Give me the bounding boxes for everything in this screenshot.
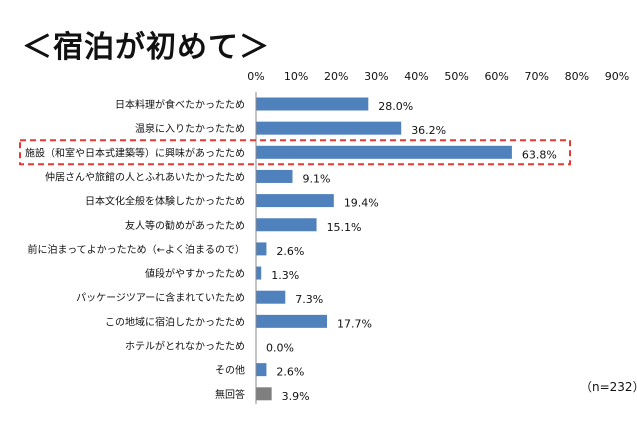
category-label: 値段がやすかったため [145,267,245,280]
bar [256,387,272,401]
bar [256,121,402,135]
x-tick-label: 20% [324,70,348,83]
bar-series [256,97,512,401]
data-label: 3.9% [282,390,310,403]
bar [256,314,327,328]
x-tick-label: 50% [444,70,468,83]
bar [256,290,286,304]
data-label: 17.7% [337,317,372,330]
category-label: 日本料理が食べたかったため [115,98,245,111]
data-label: 1.3% [271,269,299,282]
data-label: 2.6% [276,245,304,258]
sample-size-note: （n=232） [580,380,637,394]
highlight-box [19,139,571,166]
data-label: 0.0% [266,342,294,355]
data-label: 19.4% [344,197,379,210]
x-tick-label: 0% [247,70,264,83]
x-tick-label: 90% [605,70,629,83]
bar [256,242,267,256]
data-label: 63.8% [522,148,557,161]
x-tick-label: 30% [364,70,388,83]
category-labels: 日本料理が食べたかったため温泉に入りたかったため施設（和室や日本式建築等）に興味… [25,98,245,401]
data-label: 28.0% [378,100,413,113]
category-label: 無回答 [215,388,245,401]
data-label: 2.6% [276,366,304,379]
x-axis-ticks: 0% 10% 20% 30% 40% 50% 60% 70% 80% 90% [247,70,629,83]
bar [256,169,293,183]
category-label: その他 [215,364,245,377]
data-label: 36.2% [411,124,446,137]
data-label: 15.1% [327,221,362,234]
category-label: 施設（和室や日本式建築等）に興味があったため [25,146,245,159]
x-tick-label: 10% [284,70,308,83]
category-label: パッケージツアーに含まれていたため [76,291,245,304]
data-labels: 28.0% 36.2% 63.8% 9.1% 19.4% 15.1% 2.6% 1.3% 7.3… [266,100,557,403]
category-label: 日本文化全般を体験したかったため [85,195,245,208]
category-label: 前に泊まってよかったため（←よく泊まるので） [28,243,245,256]
bar [256,97,369,111]
x-tick-label: 40% [404,70,428,83]
bar [256,194,334,208]
x-tick-label: 80% [565,70,589,83]
x-tick-label: 70% [525,70,549,83]
x-tick-label: 60% [484,70,508,83]
data-label: 9.1% [303,172,331,185]
bar [256,145,512,159]
category-label: ホテルがとれなかったため [125,340,245,353]
bar [256,363,267,377]
bar [256,218,317,232]
chart-title: ＜宿泊が初めて＞ [22,30,270,65]
category-label: 仲居さんや旅館の人とふれあいたかったため [45,170,245,183]
category-label: 温泉に入りたかったため [135,122,245,135]
data-label: 7.3% [295,293,323,306]
category-label: 友人等の勧めがあったため [125,219,245,232]
category-label: この地域に宿泊したかったため [105,315,245,328]
bar [256,266,262,280]
